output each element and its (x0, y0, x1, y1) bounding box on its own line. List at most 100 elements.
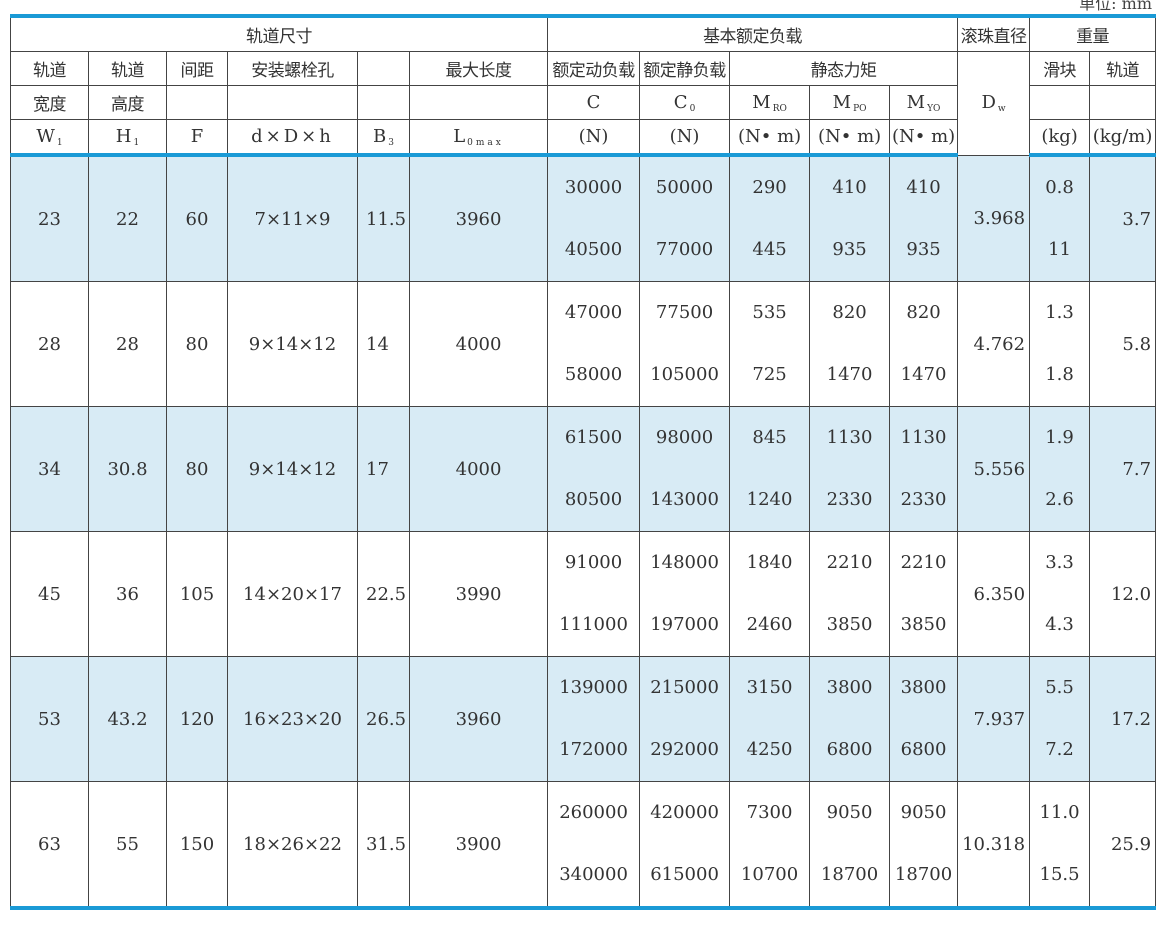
table-row: 63 55 150 18×26×22 31.5 3900 260000 340000 42000… (10, 781, 1157, 910)
header-rail-height-2: 高度 (88, 85, 167, 120)
header-pitch-label: 间距 (166, 51, 228, 86)
cell-c-1: 40500 (564, 239, 623, 260)
cell-slider: 0.8 11 (1029, 154, 1091, 282)
cell-b3: 14 (357, 281, 410, 407)
cell-c: 260000 340000 (547, 781, 641, 910)
cell-mr-0: 845 (752, 427, 787, 448)
cell-mp: 820 1470 (809, 281, 891, 407)
cell-c0-1: 197000 (650, 614, 719, 635)
table-row: 34 30.8 80 9×14×12 17 4000 61500 80500 98000 1430… (10, 406, 1157, 532)
cell-w: 28 (10, 281, 89, 407)
cell-rail: 12.0 (1089, 531, 1157, 657)
cell-c: 61500 80500 (547, 406, 641, 532)
header-c-unit: (N) (547, 119, 641, 157)
cell-mr-0: 290 (752, 177, 787, 198)
cell-l: 3900 (408, 781, 549, 910)
cell-my-1: 935 (906, 239, 941, 260)
cell-my-0: 410 (906, 177, 941, 198)
cell-dw: 3.968 (957, 154, 1031, 282)
cell-rail: 5.8 (1089, 281, 1157, 407)
cell-c0-1: 292000 (650, 739, 719, 760)
cell-mr-0: 7300 (746, 802, 793, 823)
header-basic-load: 基本额定负载 (547, 14, 959, 52)
cell-rail: 7.7 (1089, 406, 1157, 532)
cell-c-1: 111000 (559, 614, 628, 635)
cell-c0: 50000 77000 (639, 154, 731, 282)
cell-slider: 5.5 7.2 (1029, 656, 1091, 782)
cell-l: 3960 (408, 656, 549, 782)
header-my-unit: (N• m) (889, 119, 959, 157)
cell-mr: 290 445 (729, 154, 811, 282)
cell-c-0: 260000 (559, 802, 628, 823)
header-dDh: d×D×h (227, 119, 358, 157)
cell-my-1: 6800 (900, 739, 947, 760)
cell-b3: 31.5 (357, 781, 410, 910)
header-moment-label: 静态力矩 (729, 51, 959, 86)
cell-my-1: 2330 (900, 489, 947, 510)
header-c: C (547, 85, 641, 120)
cell-slider-1: 15.5 (1039, 864, 1080, 885)
cell-mr-0: 1840 (746, 552, 793, 573)
table-row: 45 36 105 14×20×17 22.5 3990 91000 111000 148000… (10, 531, 1157, 657)
cell-c0-1: 615000 (650, 864, 719, 885)
cell-my-1: 3850 (900, 614, 947, 635)
cell-mp-1: 1470 (826, 364, 873, 385)
cell-l: 4000 (408, 406, 549, 532)
cell-c0-0: 148000 (650, 552, 719, 573)
cell-c-1: 80500 (564, 489, 623, 510)
cell-f: 105 (166, 531, 228, 657)
header-bolt-label: 安装螺栓孔 (227, 51, 358, 86)
header-rail-label: 轨道 (1089, 51, 1157, 86)
header-weight: 重量 (1029, 14, 1157, 52)
header-mp: M PO (809, 85, 891, 120)
cell-c0-0: 50000 (655, 177, 714, 198)
cell-c: 30000 40500 (547, 154, 641, 282)
header-l0max: L 0max (408, 119, 549, 157)
cell-slider-0: 1.9 (1045, 427, 1074, 448)
cell-rail: 3.7 (1089, 154, 1157, 282)
cell-slider: 3.3 4.3 (1029, 531, 1091, 657)
cell-mr-1: 4250 (746, 739, 793, 760)
cell-my-0: 3800 (900, 677, 947, 698)
cell-mr-1: 725 (752, 364, 787, 385)
header-rail-dimensions: 轨道尺寸 (9, 14, 549, 52)
cell-mp: 410 935 (809, 154, 891, 282)
cell-c-0: 47000 (564, 302, 623, 323)
cell-mp-0: 2210 (826, 552, 873, 573)
header-rail-unit: (kg/m) (1089, 119, 1157, 157)
cell-c0-1: 105000 (650, 364, 719, 385)
cell-c0-0: 215000 (650, 677, 719, 698)
cell-mp: 3800 6800 (809, 656, 891, 782)
unit-note: 单位: mm (1079, 0, 1152, 13)
cell-c0-1: 143000 (650, 489, 719, 510)
header-slider-label: 滑块 (1029, 51, 1091, 86)
cell-slider-0: 11.0 (1039, 802, 1080, 823)
cell-f: 80 (166, 406, 228, 532)
header-mr: M RO (729, 85, 811, 120)
cell-c0: 215000 292000 (639, 656, 731, 782)
cell-mp-0: 410 (832, 177, 867, 198)
table-row: 28 28 80 9×14×12 14 4000 47000 58000 77500 105000… (10, 281, 1157, 407)
cell-slider-1: 11 (1048, 239, 1072, 260)
cell-mr-1: 10700 (740, 864, 799, 885)
cell-my-0: 9050 (900, 802, 947, 823)
cell-mp: 2210 3850 (809, 531, 891, 657)
cell-c: 47000 58000 (547, 281, 641, 407)
cell-mp-0: 9050 (826, 802, 873, 823)
cell-w: 34 (10, 406, 89, 532)
cell-slider-1: 1.8 (1045, 364, 1074, 385)
cell-mr: 845 1240 (729, 406, 811, 532)
cell-mp-0: 820 (832, 302, 867, 323)
cell-c0-1: 77000 (655, 239, 714, 260)
cell-bolt: 9×14×12 (227, 281, 358, 407)
header-slider-unit: (kg) (1029, 119, 1091, 157)
cell-slider: 1.9 2.6 (1029, 406, 1091, 532)
cell-mr-1: 2460 (746, 614, 793, 635)
cell-w: 45 (10, 531, 89, 657)
cell-h: 22 (88, 154, 167, 282)
cell-mr: 535 725 (729, 281, 811, 407)
cell-b3: 17 (357, 406, 410, 532)
